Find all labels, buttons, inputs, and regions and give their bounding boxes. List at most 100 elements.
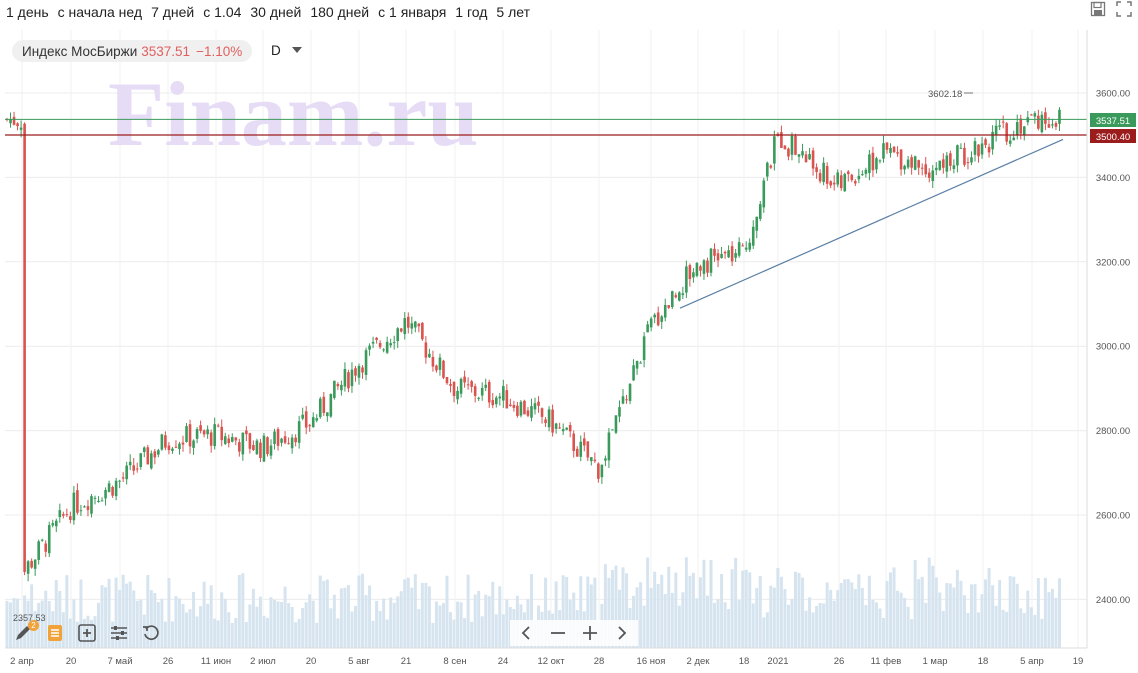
candle-body xyxy=(713,248,716,256)
range-button[interactable]: 7 дней xyxy=(151,4,195,20)
candle-body xyxy=(695,262,699,276)
candle xyxy=(100,497,104,502)
candle xyxy=(892,145,896,154)
volume-bar xyxy=(899,592,903,648)
candle xyxy=(213,417,216,450)
volume-bar xyxy=(607,577,611,648)
chevron-down-icon[interactable] xyxy=(292,47,302,53)
volume-bar xyxy=(361,573,365,648)
interval-selector[interactable]: D xyxy=(271,43,281,58)
candle-body xyxy=(19,127,23,130)
volume-bar xyxy=(5,600,9,648)
range-button[interactable]: с 1 января xyxy=(378,4,447,20)
candle-body xyxy=(1015,122,1019,136)
candle xyxy=(590,457,593,466)
candle-body xyxy=(213,424,216,447)
candle-body xyxy=(656,312,660,326)
settings-sliders-icon[interactable] xyxy=(108,622,130,644)
candle xyxy=(931,164,935,188)
candle xyxy=(910,154,913,175)
plus-icon[interactable] xyxy=(574,620,606,646)
instrument-chip[interactable]: Индекс МосБиржи 3537.51 −1.10% xyxy=(12,40,253,62)
candle-body xyxy=(368,345,371,350)
reset-icon[interactable] xyxy=(140,622,162,644)
candle xyxy=(526,407,530,418)
trend-line[interactable] xyxy=(679,138,1064,309)
candle-body xyxy=(90,496,93,514)
candle-body xyxy=(466,384,470,386)
volume-bar xyxy=(89,619,93,648)
volume-bar xyxy=(843,579,847,648)
volume-bar xyxy=(68,618,72,648)
x-tick-label: 19 xyxy=(1073,656,1084,667)
candle-body xyxy=(311,417,315,428)
x-tick-label: 26 xyxy=(834,656,845,667)
volume-bar xyxy=(867,575,871,648)
candle xyxy=(766,161,769,181)
candle-body xyxy=(618,407,621,417)
candle xyxy=(611,429,614,431)
candle-body xyxy=(473,386,477,396)
volume-bar xyxy=(382,598,386,648)
range-button[interactable]: 5 лет xyxy=(496,4,530,20)
candle xyxy=(311,412,315,428)
fullscreen-icon[interactable] xyxy=(1116,1,1132,17)
volume-bar xyxy=(463,618,467,648)
candle xyxy=(266,436,269,457)
range-button[interactable]: с 1.04 xyxy=(203,4,242,20)
candle-body xyxy=(209,432,213,446)
x-tick-label: 7 май xyxy=(107,656,132,667)
candle-body xyxy=(850,174,854,181)
volume-bar xyxy=(737,600,741,648)
volume-bar xyxy=(118,589,122,648)
save-icon[interactable] xyxy=(1090,1,1106,17)
range-button[interactable]: 180 дней xyxy=(310,4,370,20)
candle-body xyxy=(54,520,58,527)
candle-body xyxy=(100,500,104,502)
chevron-right-icon[interactable] xyxy=(606,620,638,646)
candle xyxy=(607,428,611,468)
chevron-left-icon[interactable] xyxy=(510,620,542,646)
candle-body xyxy=(389,343,392,346)
range-button[interactable]: 30 дней xyxy=(250,4,302,20)
pencil-icon[interactable] xyxy=(12,622,34,644)
candle-body xyxy=(459,378,463,394)
candle xyxy=(516,401,519,418)
candle-body xyxy=(114,480,118,497)
volume-bar xyxy=(227,612,231,648)
range-button[interactable]: 1 год xyxy=(455,4,488,20)
indicator-list-icon[interactable] xyxy=(44,622,66,644)
candle xyxy=(572,430,576,458)
candle xyxy=(706,257,709,278)
volume-bar xyxy=(554,581,558,648)
add-chart-icon[interactable] xyxy=(76,622,98,644)
range-button[interactable]: 1 день xyxy=(6,4,49,20)
volume-bar xyxy=(1057,578,1061,648)
volume-bar xyxy=(389,597,393,648)
minus-icon[interactable] xyxy=(542,620,574,646)
candle xyxy=(188,419,192,454)
volume-bar xyxy=(818,602,822,648)
candle xyxy=(403,312,407,340)
candle xyxy=(1022,125,1026,141)
candle xyxy=(551,404,554,437)
candle-body xyxy=(230,437,234,442)
volume-bar xyxy=(734,557,738,648)
candle xyxy=(579,435,583,462)
candle-body xyxy=(1008,140,1012,144)
candle xyxy=(153,448,157,465)
candle-body xyxy=(392,342,396,344)
range-button[interactable]: с начала нед xyxy=(57,4,143,20)
volume-bar xyxy=(121,574,125,648)
volume-bar xyxy=(346,585,350,648)
volume-bar xyxy=(1012,576,1016,648)
candle-body xyxy=(822,162,825,183)
candle-body xyxy=(762,180,766,208)
candle xyxy=(670,290,674,310)
candle xyxy=(283,431,287,445)
candle xyxy=(51,519,55,528)
level-label-bg xyxy=(1090,129,1136,143)
candle xyxy=(533,397,537,415)
volume-bar xyxy=(642,605,646,648)
